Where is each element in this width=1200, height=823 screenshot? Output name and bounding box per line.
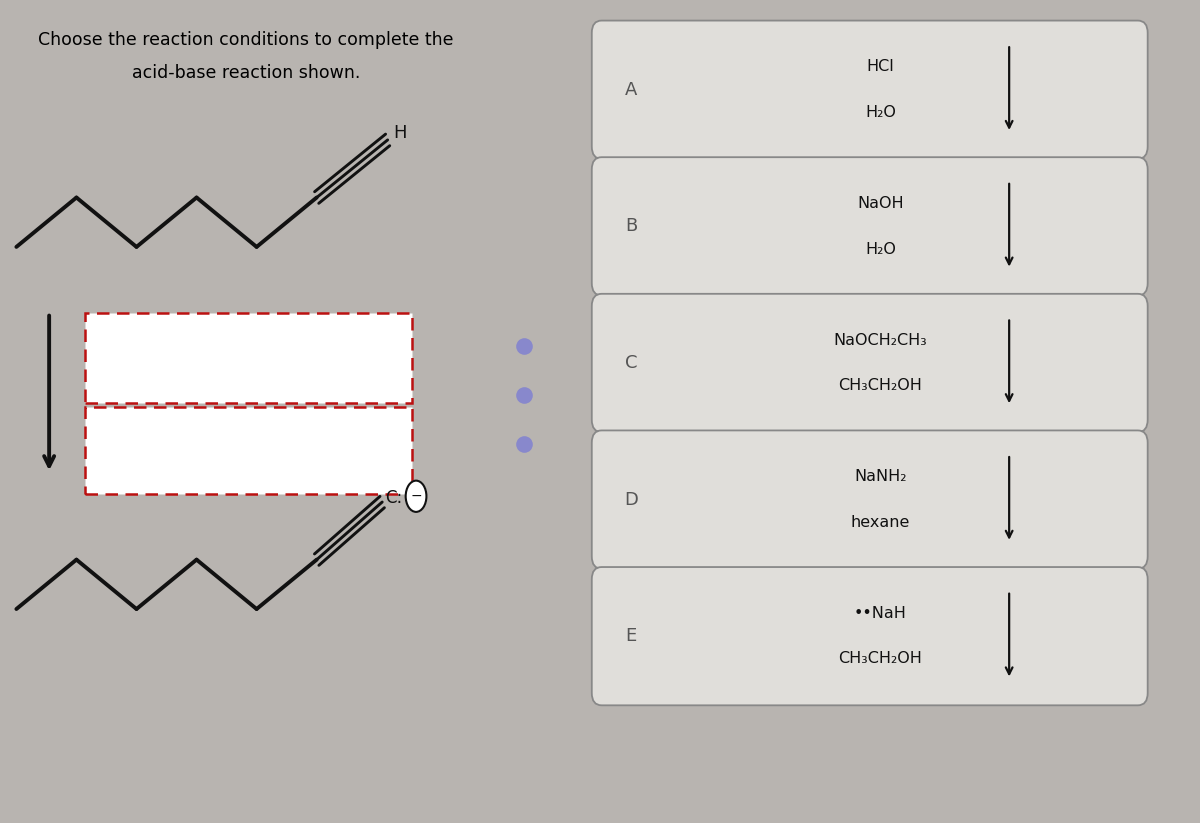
Text: B: B bbox=[625, 217, 637, 235]
Point bbox=[515, 388, 534, 402]
Text: A: A bbox=[625, 81, 637, 99]
FancyBboxPatch shape bbox=[592, 567, 1147, 705]
Text: D: D bbox=[624, 491, 638, 509]
Point bbox=[515, 339, 534, 352]
Text: hexane: hexane bbox=[851, 514, 910, 530]
Bar bbox=[85, 407, 413, 494]
Text: HCl: HCl bbox=[866, 59, 894, 75]
Text: acid-base reaction shown.: acid-base reaction shown. bbox=[132, 64, 360, 82]
Circle shape bbox=[406, 481, 426, 512]
Text: C: C bbox=[625, 354, 637, 372]
Text: C:: C: bbox=[385, 489, 402, 507]
Text: NaOH: NaOH bbox=[857, 196, 904, 212]
Text: H₂O: H₂O bbox=[865, 241, 896, 257]
Text: CH₃CH₂OH: CH₃CH₂OH bbox=[839, 378, 923, 393]
Text: −: − bbox=[410, 489, 422, 504]
Text: CH₃CH₂OH: CH₃CH₂OH bbox=[839, 651, 923, 667]
Text: H₂O: H₂O bbox=[865, 105, 896, 120]
Text: H: H bbox=[394, 124, 407, 142]
FancyBboxPatch shape bbox=[592, 157, 1147, 295]
Bar bbox=[85, 313, 413, 403]
Text: NaNH₂: NaNH₂ bbox=[854, 469, 907, 485]
FancyBboxPatch shape bbox=[592, 21, 1147, 159]
Text: NaOCH₂CH₃: NaOCH₂CH₃ bbox=[834, 332, 928, 348]
Text: E: E bbox=[625, 627, 637, 645]
Text: Choose the reaction conditions to complete the: Choose the reaction conditions to comple… bbox=[38, 31, 454, 49]
FancyBboxPatch shape bbox=[592, 294, 1147, 432]
FancyBboxPatch shape bbox=[592, 430, 1147, 569]
Point bbox=[515, 438, 534, 451]
Text: ••NaH: ••NaH bbox=[854, 606, 907, 621]
